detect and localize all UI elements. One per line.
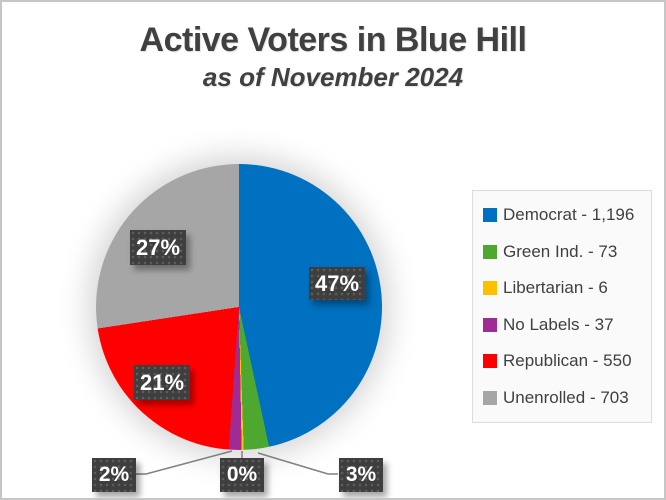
data-label-green-ind: 3% [339, 458, 383, 492]
legend-item-libertarian: Libertarian - 6 [483, 278, 651, 298]
leader-line-no-labels [136, 450, 233, 475]
legend-label: Unenrolled - 703 [503, 387, 629, 407]
data-label-unenrolled: 27% [130, 230, 186, 265]
chart-subtitle: as of November 2024 [202, 62, 464, 92]
data-label-no-labels: 2% [92, 458, 136, 492]
chart-header: Active Voters in Blue Hill as of Novembe… [2, 20, 664, 94]
data-label-republican: 21% [134, 365, 190, 400]
legend-swatch-no-labels-icon [483, 317, 497, 332]
chart-title: Active Voters in Blue Hill [139, 21, 527, 59]
legend-swatch-unenrolled-icon [483, 390, 497, 405]
legend-swatch-republican-icon [483, 354, 497, 369]
legend-item-democrat: Democrat - 1,196 [483, 205, 651, 225]
legend: Democrat - 1,196 Green Ind. - 73 Liberta… [472, 190, 652, 423]
legend-label: Democrat - 1,196 [503, 205, 635, 225]
pie-chart [96, 164, 382, 450]
legend-label: Libertarian - 6 [503, 278, 608, 298]
legend-item-no-labels: No Labels - 37 [483, 315, 651, 335]
legend-label: Republican - 550 [503, 351, 632, 371]
data-label-libertarian: 0% [220, 458, 264, 492]
legend-item-green-ind: Green Ind. - 73 [483, 242, 651, 262]
data-label-democrat: 47% [309, 267, 365, 300]
legend-item-unenrolled: Unenrolled - 703 [483, 388, 651, 408]
legend-swatch-green-ind-icon [483, 244, 497, 259]
legend-label: Green Ind. - 73 [503, 241, 618, 261]
legend-item-republican: Republican - 550 [483, 351, 651, 371]
leader-line-green-ind [257, 452, 338, 475]
legend-swatch-libertarian-icon [483, 281, 497, 296]
legend-label: No Labels - 37 [503, 314, 614, 334]
legend-swatch-democrat-icon [483, 208, 497, 223]
